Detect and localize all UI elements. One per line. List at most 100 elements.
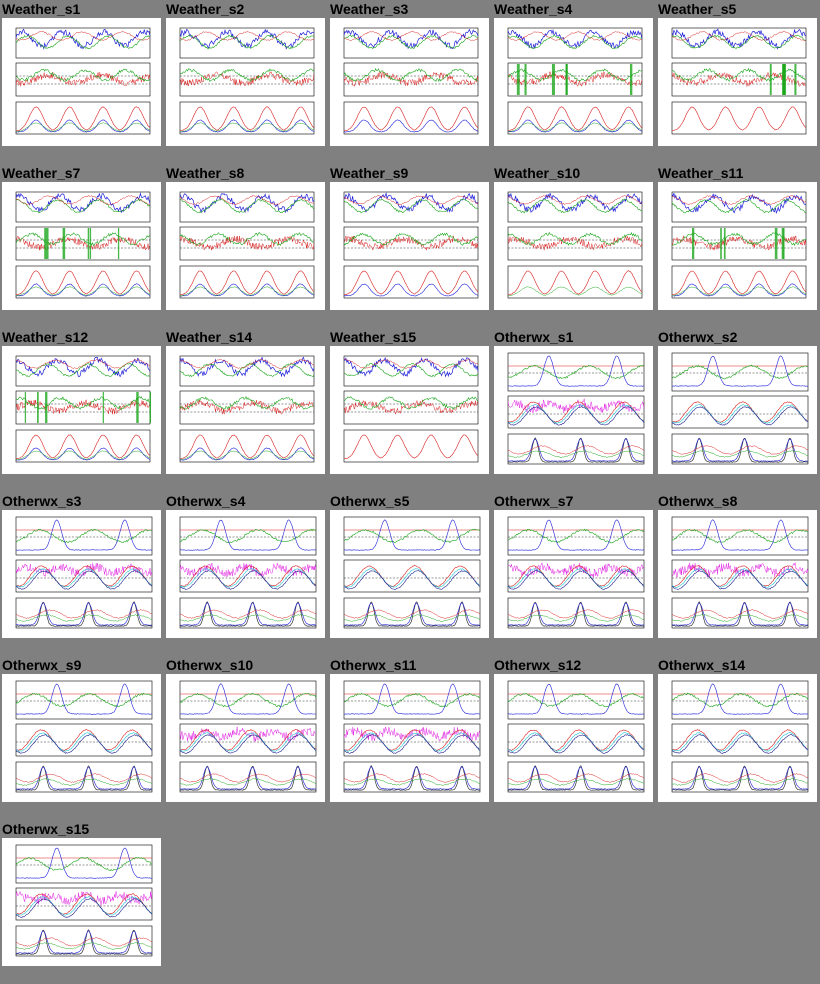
plot-tile: Otherwx_s12 [492, 656, 656, 820]
precip-bar [784, 64, 787, 95]
plot-thumbnail[interactable] [330, 346, 489, 474]
top-panel [671, 680, 809, 720]
series-line [671, 450, 809, 458]
plot-thumbnail[interactable] [330, 674, 489, 802]
plot-thumbnail[interactable] [2, 674, 161, 802]
series-line [507, 231, 643, 246]
precip-bar [723, 228, 726, 259]
series-line [179, 734, 317, 754]
series-line [671, 773, 809, 783]
plot-image [15, 516, 153, 629]
series-line [179, 528, 317, 544]
plot-thumbnail[interactable] [494, 346, 653, 474]
plot-image [671, 352, 809, 465]
plot-tile: Otherwx_s2 [656, 328, 820, 492]
middle-panel [507, 62, 643, 97]
plot-tile: Otherwx_s14 [656, 656, 820, 820]
plot-thumbnail[interactable] [658, 182, 817, 310]
precip-bar [36, 392, 39, 423]
series-line [15, 857, 153, 872]
top-panel [15, 680, 153, 720]
plot-thumbnail[interactable] [166, 182, 325, 310]
precip-bar [769, 64, 772, 95]
top-panel [343, 680, 481, 720]
plot-thumbnail[interactable] [2, 182, 161, 310]
series-line [15, 119, 151, 133]
plot-tile: Weather_s1 [0, 0, 164, 164]
plot-thumbnail[interactable] [494, 18, 653, 146]
series-line [507, 28, 643, 49]
series-line [15, 192, 151, 214]
series-line [507, 450, 645, 458]
plot-title: Weather_s4 [494, 1, 573, 17]
plot-thumbnail[interactable] [494, 182, 653, 310]
plot-title: Weather_s5 [658, 1, 737, 17]
plot-thumbnail[interactable] [658, 18, 817, 146]
plot-thumbnail[interactable] [2, 346, 161, 474]
series-line [343, 119, 479, 133]
plot-title: Otherwx_s8 [658, 493, 738, 509]
series-line [15, 232, 151, 246]
plot-tile: Weather_s9 [328, 164, 492, 328]
plot-image [179, 27, 315, 135]
series-line [343, 28, 479, 50]
plot-thumbnail[interactable] [494, 674, 653, 802]
plot-thumbnail[interactable] [658, 346, 817, 474]
plot-tile: Otherwx_s9 [0, 656, 164, 820]
middle-panel [343, 559, 481, 593]
series-line [671, 765, 808, 791]
plot-thumbnail[interactable] [2, 510, 161, 638]
plot-thumbnail[interactable] [330, 182, 489, 310]
plot-thumbnail[interactable] [166, 674, 325, 802]
series-line [179, 31, 315, 41]
plot-thumbnail[interactable] [166, 18, 325, 146]
plot-thumbnail[interactable] [2, 18, 161, 146]
series-line [343, 732, 481, 752]
series-line [507, 568, 645, 588]
series-line [179, 34, 315, 50]
precip-bar [89, 228, 92, 259]
series-line [671, 692, 809, 708]
series-line [179, 778, 317, 786]
plot-thumbnail[interactable] [658, 510, 817, 638]
series-line [671, 778, 809, 786]
plot-title: Weather_s3 [330, 1, 409, 17]
series-line [343, 399, 479, 415]
series-line [179, 732, 317, 752]
series-line [15, 773, 153, 783]
precip-bar [136, 392, 139, 423]
series-line [508, 401, 645, 423]
series-line [671, 568, 809, 588]
plot-thumbnail[interactable] [330, 18, 489, 146]
series-line [343, 283, 479, 297]
series-line [343, 568, 481, 588]
series-line [671, 364, 809, 380]
top-panel [179, 680, 317, 720]
precip-bar [782, 64, 786, 95]
series-line [179, 122, 315, 132]
plot-thumbnail[interactable] [166, 510, 325, 638]
precip-bar [24, 392, 27, 423]
plot-thumbnail[interactable] [330, 510, 489, 638]
plot-tile: Weather_s12 [0, 328, 164, 492]
plot-thumbnail[interactable] [166, 346, 325, 474]
plot-thumbnail[interactable] [2, 838, 161, 966]
plot-title: Weather_s11 [658, 165, 744, 181]
series-line [179, 447, 315, 461]
series-line [15, 729, 153, 751]
series-line [343, 191, 479, 213]
series-line [508, 71, 643, 88]
plot-tile: Weather_s7 [0, 164, 164, 328]
series-line [15, 72, 151, 87]
series-line [15, 434, 151, 460]
middle-panel [179, 62, 315, 97]
top-panel [507, 191, 643, 223]
series-line [671, 406, 809, 426]
series-line [507, 68, 643, 82]
series-line [179, 235, 315, 251]
plot-thumbnail[interactable] [494, 510, 653, 638]
plot-thumbnail[interactable] [658, 674, 817, 802]
plot-title: Otherwx_s2 [658, 329, 738, 345]
series-line [507, 734, 645, 754]
series-line [179, 359, 315, 369]
